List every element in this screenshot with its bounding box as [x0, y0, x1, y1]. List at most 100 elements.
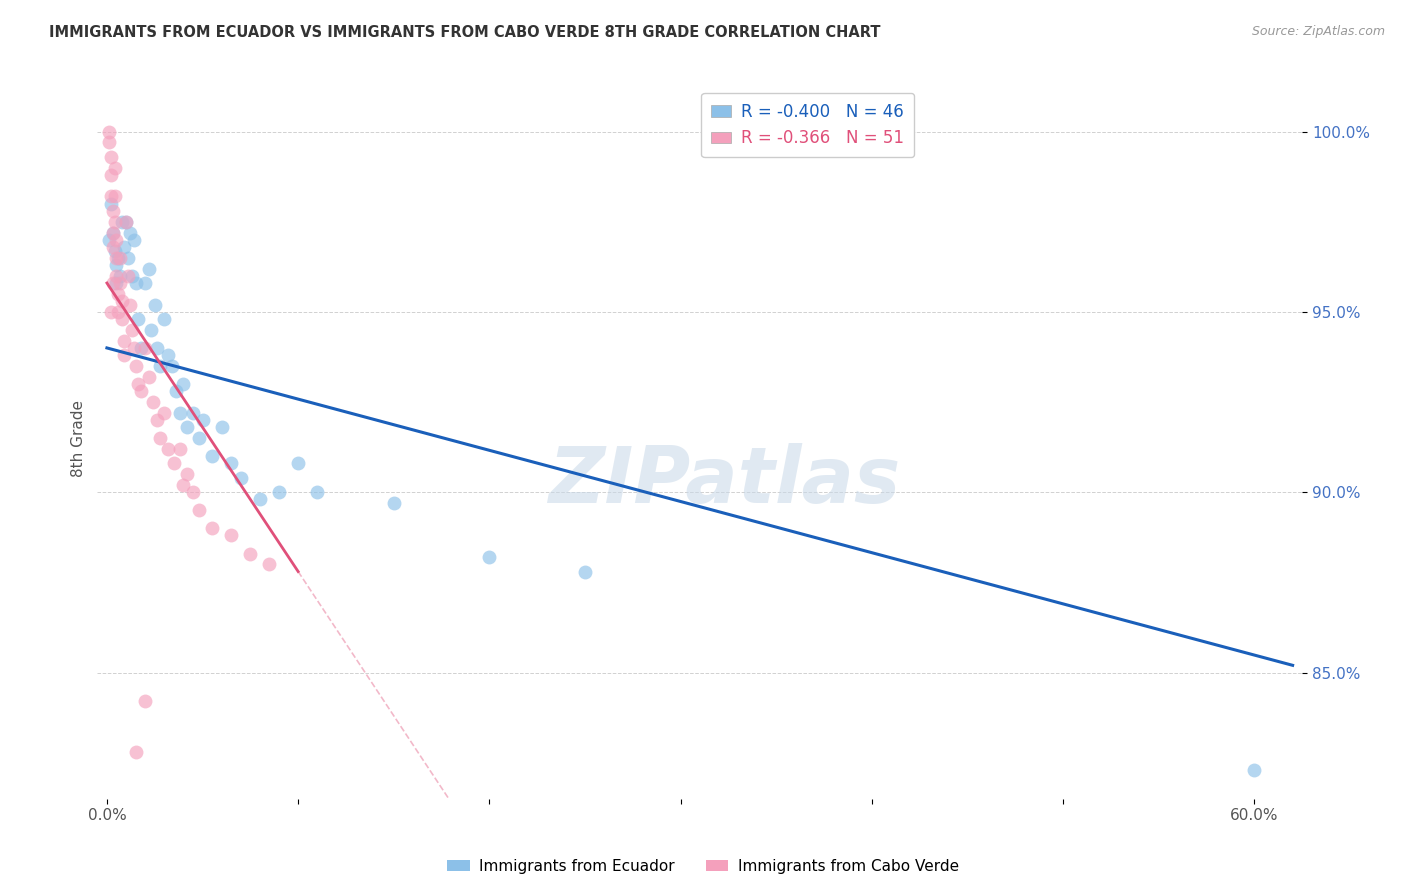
Point	[138, 261, 160, 276]
Point	[134, 276, 156, 290]
Point	[118, 298, 141, 312]
Point	[176, 420, 198, 434]
Point	[249, 492, 271, 507]
Point	[127, 376, 149, 391]
Point	[287, 456, 309, 470]
Point	[97, 136, 120, 150]
Point	[478, 550, 501, 565]
Point	[143, 298, 166, 312]
Point	[111, 293, 134, 308]
Point	[103, 161, 125, 175]
Point	[100, 168, 122, 182]
Point	[110, 268, 132, 283]
Point	[101, 203, 124, 218]
Point	[131, 341, 153, 355]
Point	[187, 431, 209, 445]
Point	[105, 276, 128, 290]
Point	[307, 485, 329, 500]
Point	[101, 226, 124, 240]
Point	[172, 478, 194, 492]
Point	[163, 456, 186, 470]
Point	[153, 406, 176, 420]
Point	[127, 312, 149, 326]
Point	[100, 150, 122, 164]
Point	[100, 305, 122, 319]
Point	[105, 233, 128, 247]
Point	[117, 251, 139, 265]
Point	[201, 449, 224, 463]
Point	[153, 312, 176, 326]
Point	[267, 485, 290, 500]
Point	[219, 456, 242, 470]
Point	[107, 305, 129, 319]
Point	[259, 558, 281, 572]
Y-axis label: 8th Grade: 8th Grade	[72, 400, 86, 476]
Point	[124, 359, 146, 373]
Point	[97, 233, 120, 247]
Point	[138, 369, 160, 384]
Point	[110, 251, 132, 265]
Point	[107, 286, 129, 301]
Legend: R = -0.400   N = 46, R = -0.366   N = 51: R = -0.400 N = 46, R = -0.366 N = 51	[702, 93, 914, 157]
Point	[103, 189, 125, 203]
Point	[149, 431, 172, 445]
Point	[105, 251, 128, 265]
Point	[201, 521, 224, 535]
Point	[111, 215, 134, 229]
Point	[142, 395, 165, 409]
Point	[181, 485, 204, 500]
Point	[157, 348, 180, 362]
Point	[160, 359, 183, 373]
Point	[115, 215, 138, 229]
Point	[121, 268, 143, 283]
Point	[139, 323, 162, 337]
Point	[134, 341, 156, 355]
Point	[112, 334, 135, 348]
Point	[103, 215, 125, 229]
Point	[118, 226, 141, 240]
Point	[382, 496, 405, 510]
Point	[211, 420, 233, 434]
Point	[157, 442, 180, 456]
Point	[239, 547, 262, 561]
Point	[122, 233, 145, 247]
Point	[100, 189, 122, 203]
Point	[574, 565, 596, 579]
Point	[1243, 763, 1265, 777]
Point	[105, 258, 128, 272]
Point	[107, 251, 129, 265]
Legend: Immigrants from Ecuador, Immigrants from Cabo Verde: Immigrants from Ecuador, Immigrants from…	[441, 853, 965, 880]
Point	[101, 226, 124, 240]
Point	[176, 467, 198, 482]
Point	[187, 503, 209, 517]
Point	[101, 276, 124, 290]
Point	[122, 341, 145, 355]
Point	[131, 384, 153, 399]
Point	[169, 442, 191, 456]
Text: ZIPatlas: ZIPatlas	[548, 443, 900, 519]
Point	[145, 341, 167, 355]
Point	[101, 240, 124, 254]
Point	[181, 406, 204, 420]
Point	[191, 413, 214, 427]
Point	[169, 406, 191, 420]
Point	[111, 312, 134, 326]
Point	[110, 276, 132, 290]
Text: Source: ZipAtlas.com: Source: ZipAtlas.com	[1251, 25, 1385, 38]
Point	[103, 244, 125, 258]
Point	[117, 268, 139, 283]
Point	[112, 240, 135, 254]
Point	[97, 124, 120, 138]
Text: IMMIGRANTS FROM ECUADOR VS IMMIGRANTS FROM CABO VERDE 8TH GRADE CORRELATION CHAR: IMMIGRANTS FROM ECUADOR VS IMMIGRANTS FR…	[49, 25, 880, 40]
Point	[121, 323, 143, 337]
Point	[100, 196, 122, 211]
Point	[134, 694, 156, 708]
Point	[172, 376, 194, 391]
Point	[112, 348, 135, 362]
Point	[105, 268, 128, 283]
Point	[165, 384, 187, 399]
Point	[149, 359, 172, 373]
Point	[124, 745, 146, 759]
Point	[219, 528, 242, 542]
Point	[145, 413, 167, 427]
